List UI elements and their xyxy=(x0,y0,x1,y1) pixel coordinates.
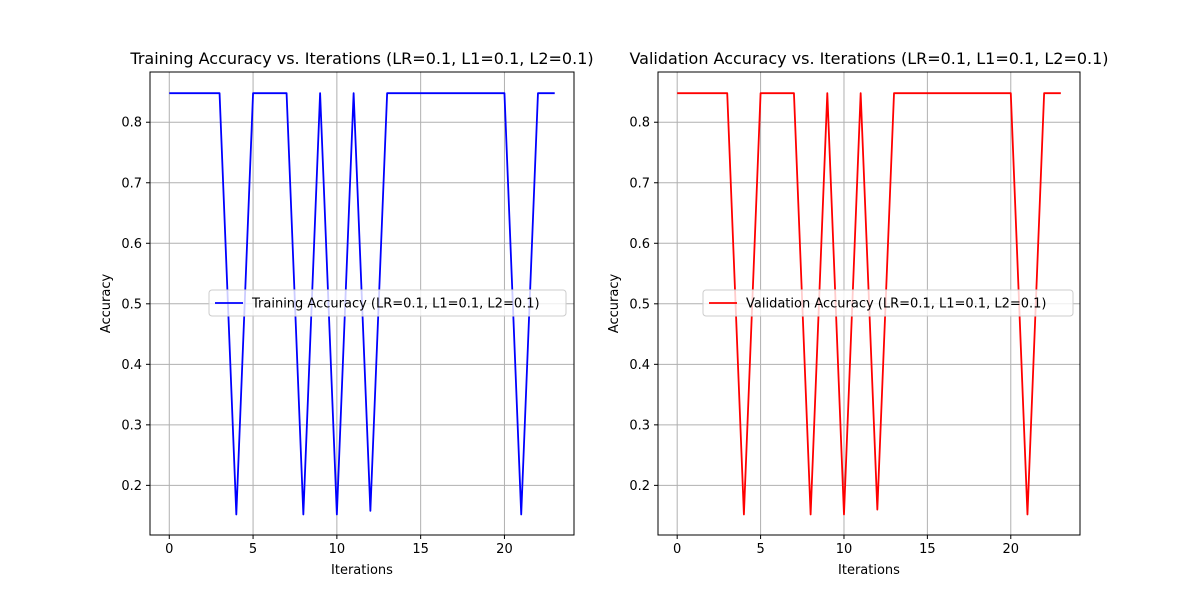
y-tick-label: 0.2 xyxy=(629,479,650,494)
legend-label: Training Accuracy (LR=0.1, L1=0.1, L2=0.… xyxy=(251,297,540,312)
x-tick-label: 15 xyxy=(919,542,936,557)
y-tick-label: 0.4 xyxy=(629,358,650,373)
y-tick-label: 0.8 xyxy=(629,116,650,131)
y-tick-label: 0.3 xyxy=(121,418,142,433)
x-tick-label: 5 xyxy=(756,542,764,557)
y-tick-label: 0.2 xyxy=(121,479,142,494)
chart-title: Validation Accuracy vs. Iterations (LR=0… xyxy=(629,49,1108,68)
y-tick-label: 0.3 xyxy=(629,418,650,433)
legend-box xyxy=(702,289,1074,317)
y-tick-label: 0.8 xyxy=(121,116,142,131)
legend-box xyxy=(208,289,567,317)
x-tick-label: 20 xyxy=(1003,542,1020,557)
y-axis-label: Accuracy xyxy=(607,274,622,334)
x-axis-label: Iterations xyxy=(838,563,900,578)
legend: Training Accuracy (LR=0.1, L1=0.1, L2=0.… xyxy=(208,289,567,317)
y-tick-label: 0.7 xyxy=(121,176,142,191)
y-tick-label: 0.6 xyxy=(629,237,650,252)
y-tick-label: 0.6 xyxy=(121,237,142,252)
x-tick-label: 20 xyxy=(496,542,513,557)
chart-title: Training Accuracy vs. Iterations (LR=0.1… xyxy=(129,49,593,68)
y-tick-label: 0.5 xyxy=(629,297,650,312)
y-tick-label: 0.4 xyxy=(121,358,142,373)
legend-label: Validation Accuracy (LR=0.1, L1=0.1, L2=… xyxy=(746,297,1047,312)
x-axis-label: Iterations xyxy=(331,563,393,578)
chart-panel-validation: 0 5 10 15 20 0.2 0.3 0.4 0.5 0.6 0.7 0.8 Validation … xyxy=(607,49,1109,578)
chart-panel-training: 0 5 10 15 20 0.2 0.3 0.4 0.5 0.6 0.7 0.8 Training Ac… xyxy=(99,49,594,578)
y-tick-label: 0.5 xyxy=(121,297,142,312)
x-tick-label: 0 xyxy=(673,542,681,557)
x-tick-label: 10 xyxy=(836,542,853,557)
y-axis-label: Accuracy xyxy=(99,274,114,334)
x-tick-label: 15 xyxy=(412,542,429,557)
legend: Validation Accuracy (LR=0.1, L1=0.1, L2=… xyxy=(702,289,1074,317)
x-tick-label: 0 xyxy=(165,542,173,557)
x-tick-label: 5 xyxy=(249,542,257,557)
x-tick-label: 10 xyxy=(329,542,346,557)
y-tick-label: 0.7 xyxy=(629,176,650,191)
